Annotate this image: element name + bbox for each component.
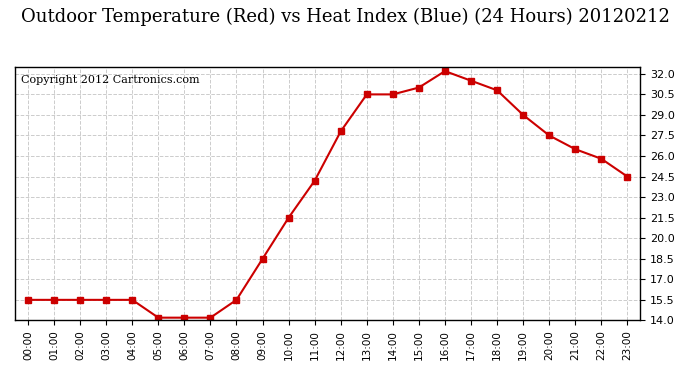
Text: Outdoor Temperature (Red) vs Heat Index (Blue) (24 Hours) 20120212: Outdoor Temperature (Red) vs Heat Index … [21,8,669,26]
Text: Copyright 2012 Cartronics.com: Copyright 2012 Cartronics.com [21,75,200,85]
